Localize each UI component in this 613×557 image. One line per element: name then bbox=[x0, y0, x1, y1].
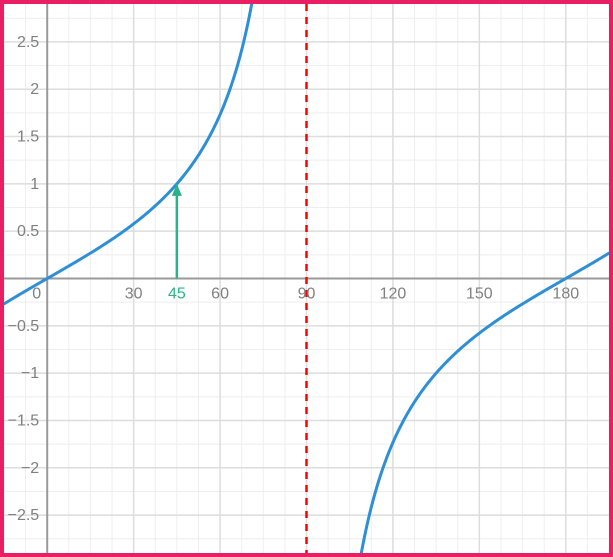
y-tick-label: −1.5 bbox=[8, 412, 40, 429]
chart-container: 0 30 60 90 120 150 180 −2.5 −2 −1.5 −1 −0.5 0.5 1 1.5 2… bbox=[0, 0, 613, 557]
x-tick-label: 150 bbox=[466, 286, 493, 303]
y-tick-label: 0.5 bbox=[17, 223, 39, 240]
y-tick-label: −1 bbox=[21, 365, 39, 382]
marker-label: 45 bbox=[168, 286, 186, 303]
y-tick-label: 2 bbox=[30, 81, 39, 98]
y-tick-label: −0.5 bbox=[8, 318, 40, 335]
x-tick-label: 90 bbox=[298, 286, 316, 303]
y-tick-label: 1 bbox=[30, 176, 39, 193]
x-tick-label: 180 bbox=[552, 286, 579, 303]
x-tick-label: 60 bbox=[211, 286, 229, 303]
x-tick-label: 0 bbox=[32, 286, 41, 303]
y-tick-label: 1.5 bbox=[17, 129, 39, 146]
x-tick-label: 30 bbox=[125, 286, 143, 303]
tangent-chart: 0 30 60 90 120 150 180 −2.5 −2 −1.5 −1 −0.5 0.5 1 1.5 2… bbox=[0, 0, 613, 557]
x-tick-label: 120 bbox=[380, 286, 407, 303]
y-tick-label: −2.5 bbox=[8, 507, 40, 524]
y-tick-label: −2 bbox=[21, 460, 39, 477]
y-tick-label: 2.5 bbox=[17, 34, 39, 51]
